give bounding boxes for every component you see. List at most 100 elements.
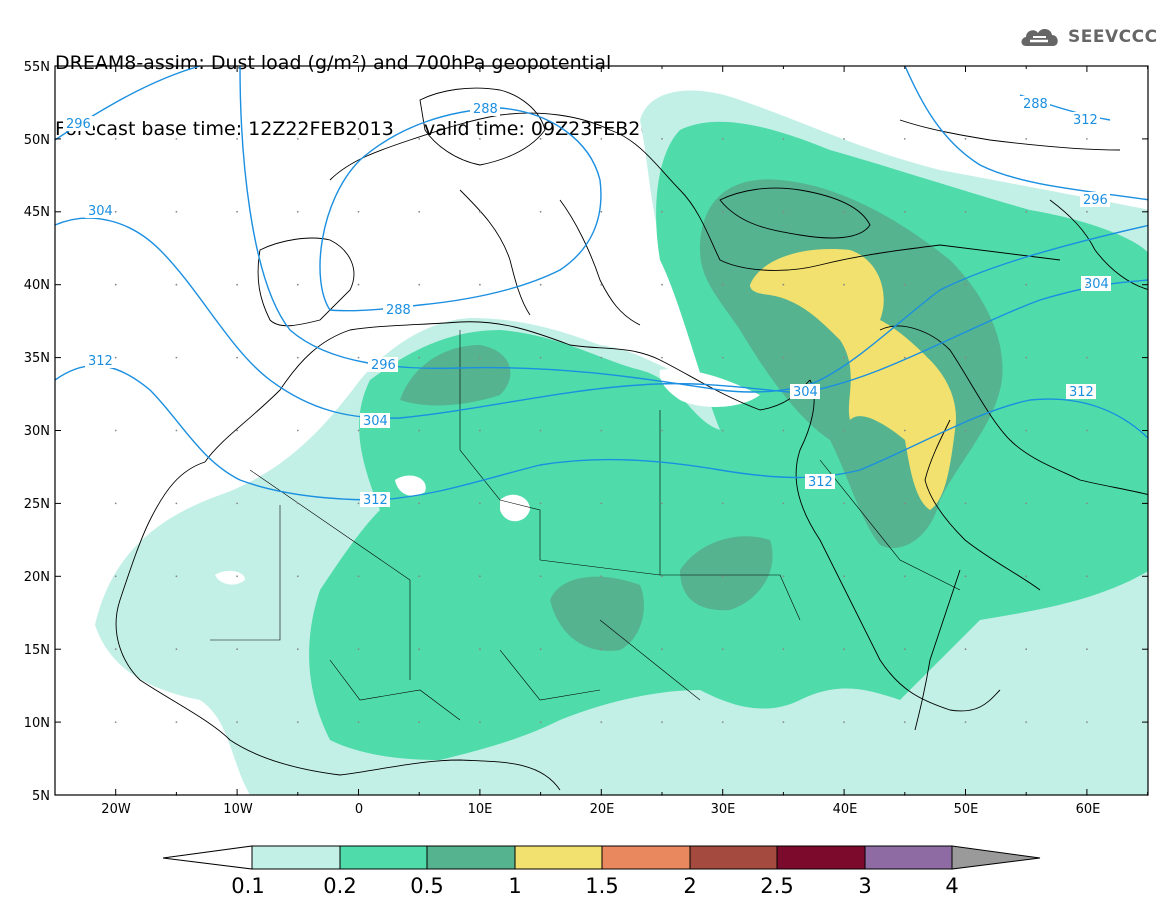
lon-label: 0 — [355, 802, 363, 817]
grid-dot — [418, 648, 421, 651]
grid-dot — [661, 648, 663, 651]
contour-labels: 296 288 288 288 304 304 304 312 312 296 … — [63, 96, 1111, 508]
dust-band-dark — [680, 536, 773, 611]
grid-dot — [782, 429, 785, 432]
grid-dot — [296, 575, 299, 578]
grid-dot — [357, 648, 360, 651]
grid-dot — [1025, 138, 1028, 140]
grid-dot — [600, 502, 603, 505]
svg-text:312: 312 — [1069, 385, 1094, 400]
grid-dot — [296, 721, 299, 723]
grid-dot — [418, 721, 421, 723]
grid-dot — [175, 429, 178, 432]
lat-label: 40N — [24, 278, 50, 293]
grid-dot — [661, 721, 663, 723]
grid-dot — [175, 575, 178, 578]
grid-dot — [843, 575, 845, 578]
grid-dot — [114, 138, 117, 140]
grid-dot — [661, 502, 663, 505]
grid-dot — [782, 648, 785, 651]
grid-dot — [357, 502, 360, 505]
grid-dot — [903, 429, 906, 432]
grid-dot — [114, 575, 117, 578]
grid-dot — [1086, 429, 1088, 432]
grid-dot — [600, 283, 603, 286]
grid-dot — [843, 502, 845, 505]
grid-dot — [357, 138, 360, 140]
grid-dot — [600, 648, 603, 651]
grid-dot — [1086, 356, 1088, 359]
grid-dot — [782, 356, 785, 359]
lon-label: 30E — [711, 802, 736, 817]
grid-dot — [661, 210, 663, 213]
grid-dot — [418, 502, 421, 505]
lat-label: 25N — [24, 497, 50, 512]
grid-dot — [782, 210, 785, 213]
grid-dot — [175, 648, 178, 651]
grid-dot — [236, 429, 239, 432]
lon-label: 20E — [590, 802, 615, 817]
colorbar-segment — [514, 845, 603, 870]
svg-text:312: 312 — [1073, 113, 1098, 128]
grid-dot — [357, 210, 360, 213]
grid-dot — [1025, 648, 1028, 651]
grid-dot — [721, 429, 724, 432]
grid-dot — [296, 138, 299, 140]
grid-dot — [1025, 575, 1028, 578]
grid-dot — [843, 721, 845, 723]
grid-dot — [600, 138, 603, 140]
grid-dot — [782, 283, 785, 286]
grid-dot — [600, 210, 603, 213]
grid-dot — [236, 138, 239, 140]
contour-label: 288 — [1020, 96, 1050, 112]
grid-dot — [479, 575, 481, 578]
grid-dot — [539, 721, 542, 723]
geopotential-contours — [55, 66, 1148, 501]
grid-dot — [236, 356, 239, 359]
colorbar-label: 0.1 — [231, 874, 264, 898]
contour-304 — [55, 217, 1148, 419]
grid-dot — [1086, 502, 1088, 505]
grid-dot — [1086, 283, 1088, 286]
grid-dot — [114, 502, 117, 505]
grid-dot — [843, 210, 845, 213]
grid-dot — [903, 721, 906, 723]
grid-dot — [964, 575, 967, 578]
svg-text:296: 296 — [371, 358, 396, 373]
cloud-logo-icon — [1021, 29, 1058, 46]
svg-text:312: 312 — [88, 354, 113, 369]
grid-dot — [661, 429, 663, 432]
lat-label: 20N — [24, 570, 50, 585]
grid-dot — [296, 283, 299, 286]
grid-dot — [418, 138, 421, 140]
svg-text:312: 312 — [363, 493, 388, 508]
lon-label: 50E — [954, 802, 979, 817]
grid-dot — [1086, 138, 1088, 140]
grid-dot — [175, 283, 178, 286]
svg-text:296: 296 — [1083, 193, 1108, 208]
grid-dot — [175, 721, 178, 723]
grid-dot — [1086, 648, 1088, 651]
contour-label: 304 — [360, 413, 390, 429]
grid-dot — [418, 210, 421, 213]
grid-dot — [721, 283, 724, 286]
grid-dot — [903, 575, 906, 578]
grid-dot — [721, 210, 724, 213]
grid-dot — [600, 575, 603, 578]
grid-dot — [964, 721, 967, 723]
contour-label: 312 — [1066, 384, 1096, 400]
coastlines — [115, 87, 1148, 791]
svg-text:312: 312 — [808, 475, 833, 490]
lon-label: 10E — [468, 802, 493, 817]
colorbar-label: 2.5 — [760, 874, 793, 898]
grid-dot — [661, 138, 663, 140]
grid-dot — [1025, 721, 1028, 723]
contour-label: 312 — [85, 353, 115, 369]
grid-dot — [539, 575, 542, 578]
grid-dot — [357, 721, 360, 723]
contour-label: 304 — [790, 384, 820, 400]
grid-dot — [964, 138, 967, 140]
colorbar-label: 1 — [508, 874, 521, 898]
grid-dot — [843, 648, 845, 651]
grid-dot — [964, 210, 967, 213]
